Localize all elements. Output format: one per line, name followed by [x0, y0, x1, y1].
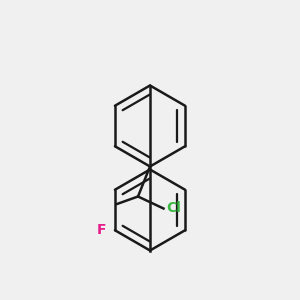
Text: Cl: Cl	[166, 202, 181, 215]
Text: F: F	[97, 223, 106, 237]
